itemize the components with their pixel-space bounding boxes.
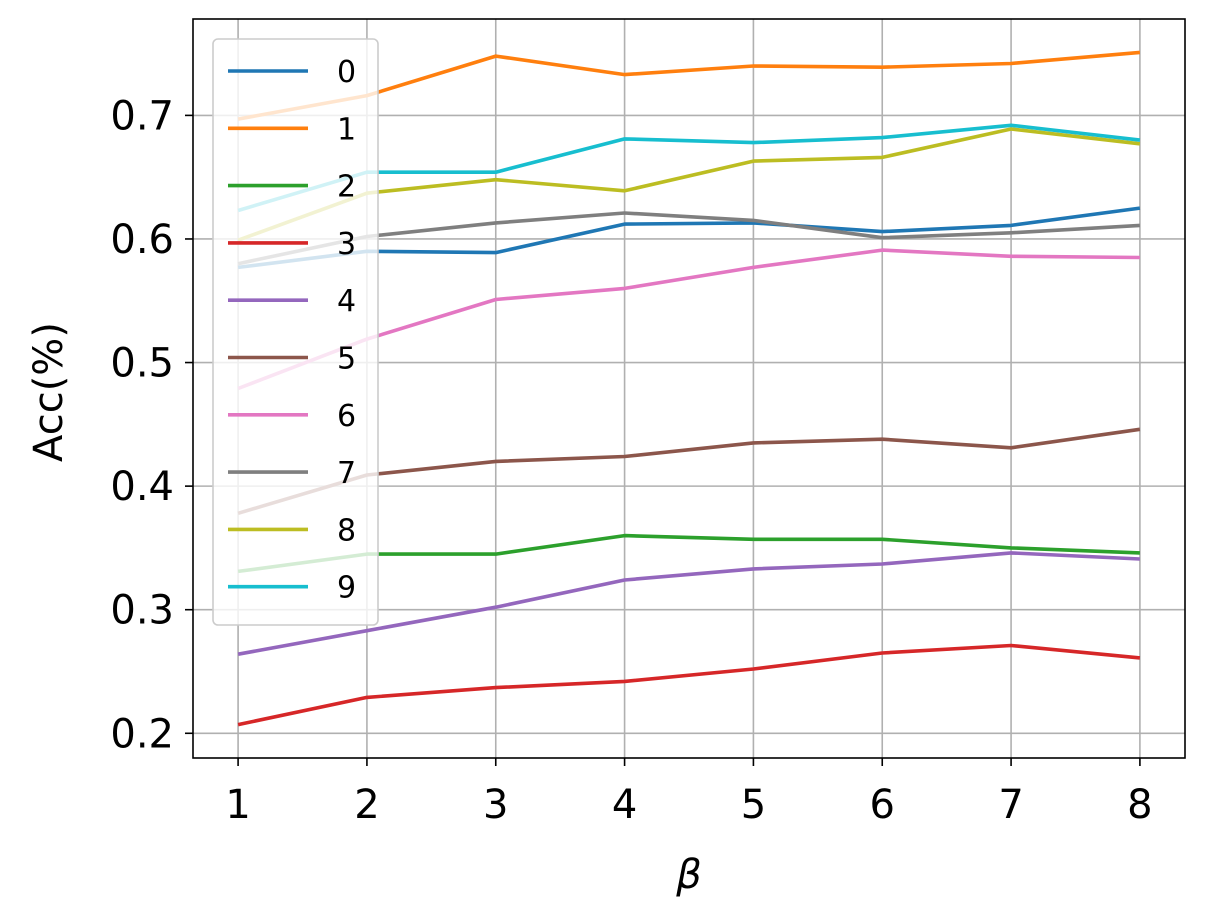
series-line-7 [237, 211, 1141, 266]
x-tick-label: 5 [741, 782, 766, 828]
legend: 0 1 2 3 4 5 6 7 8 9 [212, 38, 379, 626]
series-line-6 [237, 248, 1140, 391]
legend-label-0: 0 [337, 55, 356, 90]
x-axis-title: β [675, 852, 702, 898]
x-tick-label: 1 [225, 782, 250, 828]
legend-label-5: 5 [337, 342, 356, 377]
legend-label-6: 6 [337, 399, 356, 434]
legend-label-9: 9 [337, 571, 356, 606]
x-tick-label: 8 [1127, 782, 1152, 828]
series-line-2 [237, 533, 1140, 574]
x-tick-label: 2 [354, 782, 379, 828]
x-tick-label: 7 [998, 782, 1023, 828]
x-tick-label: 3 [483, 782, 508, 828]
x-tick-label: 6 [870, 782, 895, 828]
y-tick-label: 0.4 [110, 464, 174, 510]
y-tick-label: 0.3 [110, 588, 174, 634]
series-line-8 [237, 127, 1141, 242]
legend-label-7: 7 [337, 456, 356, 491]
plot-frame [192, 18, 1186, 759]
y-tick-label: 0.5 [110, 341, 174, 387]
y-axis-title: Acc(%) [26, 322, 72, 462]
series-line-4 [237, 551, 1140, 656]
series-line-0 [237, 206, 1141, 270]
y-tick-label: 0.6 [110, 217, 174, 263]
legend-label-4: 4 [337, 284, 356, 319]
x-tick-label: 4 [612, 782, 637, 828]
series-line-9 [237, 123, 1141, 213]
legend-label-2: 2 [337, 170, 356, 205]
y-tick-label: 0.7 [110, 93, 174, 139]
y-tick-label: 0.2 [110, 711, 174, 757]
legend-label-1: 1 [337, 112, 356, 147]
series-line-3 [237, 643, 1141, 727]
series-line-1 [237, 50, 1141, 121]
series-line-5 [237, 427, 1141, 516]
axes: 1 2 3 4 5 6 7 8 0.2 0.3 0.4 0.5 0.6 0.7 [110, 18, 1186, 828]
legend-label-3: 3 [337, 227, 356, 262]
legend-label-8: 8 [337, 513, 356, 548]
series-layer [237, 50, 1141, 727]
